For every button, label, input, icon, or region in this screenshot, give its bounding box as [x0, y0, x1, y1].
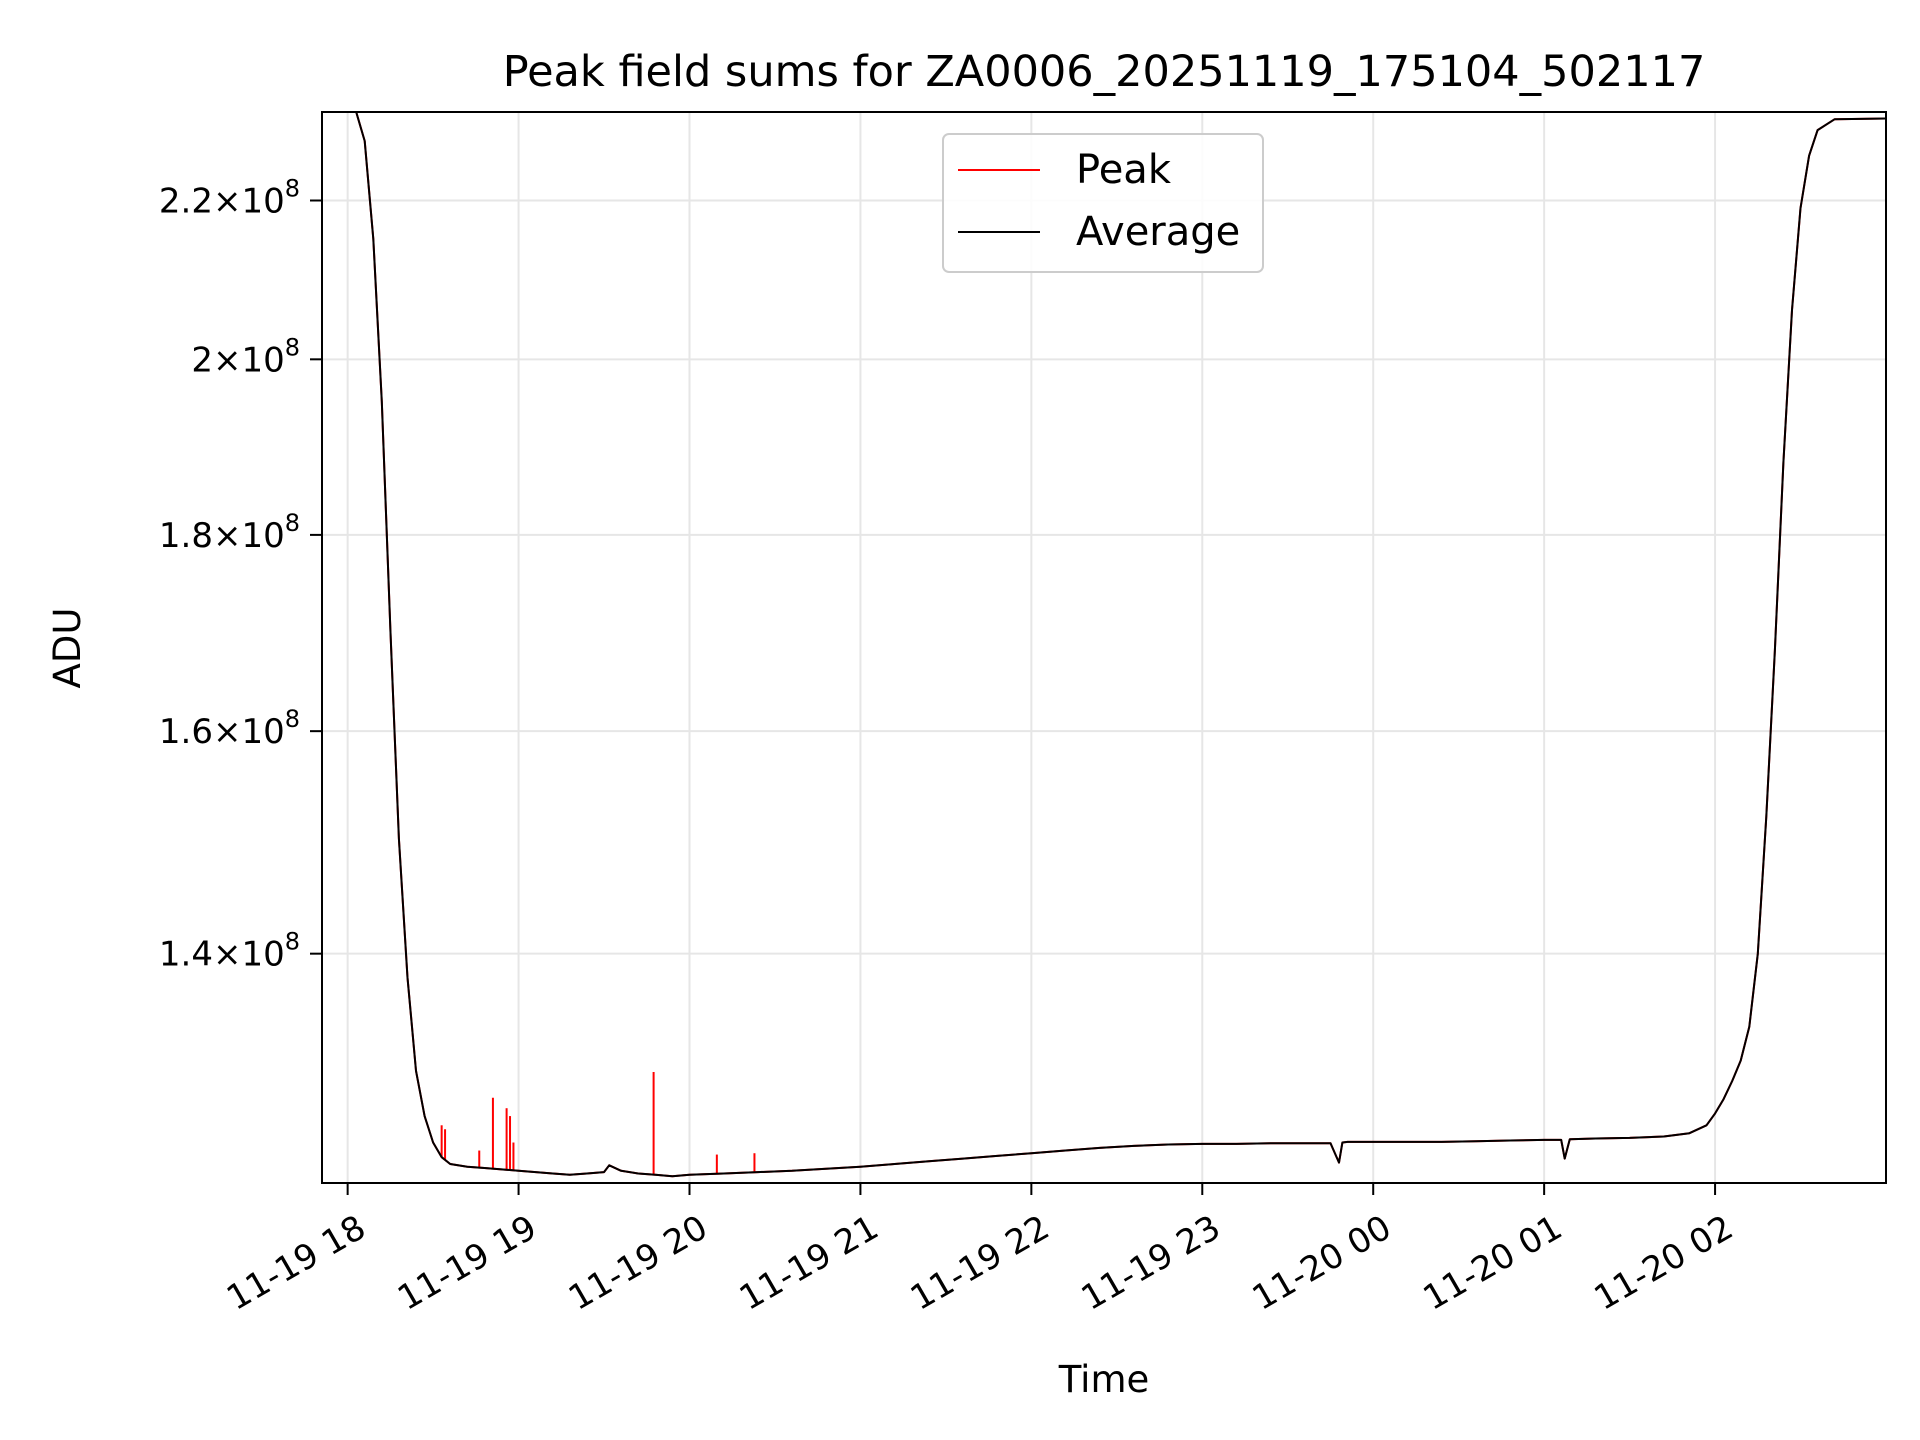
y-tick-times: ×10 — [213, 516, 285, 556]
y-tick-mantissa: 2 — [191, 340, 213, 380]
y-tick-exponent: 8 — [285, 509, 300, 537]
x-axis-title: Time — [1058, 1358, 1150, 1401]
y-tick-times: ×10 — [213, 712, 285, 752]
legend-label-peak: Peak — [1076, 147, 1172, 193]
y-tick-label: 1.8×108 — [159, 509, 300, 556]
y-tick-exponent: 8 — [285, 175, 300, 203]
y-tick-times: ×10 — [213, 340, 285, 380]
y-tick-times: ×10 — [213, 935, 285, 975]
series-lines — [322, 112, 1886, 1178]
y-axis-title: ADU — [46, 608, 89, 689]
legend: Peak Average — [942, 133, 1264, 273]
y-tick-text: 2.2×108 — [159, 175, 300, 222]
y-tick-label: 2×108 — [191, 333, 300, 380]
y-tick-mantissa: 1.6 — [159, 712, 213, 752]
y-tick-exponent: 8 — [285, 333, 300, 361]
y-tick-label: 1.4×108 — [159, 928, 300, 975]
y-tick-text: 2×108 — [191, 333, 300, 380]
y-tick-mantissa: 2.2 — [159, 182, 213, 222]
series-line-average — [322, 112, 1886, 1178]
y-tick-times: ×10 — [213, 182, 285, 222]
plot-frame — [321, 111, 1887, 1184]
y-tick-text: 1.6×108 — [159, 705, 300, 752]
y-tick-label: 2.2×108 — [159, 175, 300, 222]
y-tick-text: 1.4×108 — [159, 928, 300, 975]
y-tick-exponent: 8 — [285, 705, 300, 733]
y-tick-exponent: 8 — [285, 928, 300, 956]
chart-title: Peak field sums for ZA0006_20251119_1751… — [503, 47, 1706, 97]
legend-label-average: Average — [1076, 209, 1240, 255]
y-tick-text: 1.8×108 — [159, 509, 300, 556]
y-tick-mantissa: 1.8 — [159, 516, 213, 556]
y-tick-label: 1.6×108 — [159, 705, 300, 752]
legend-box — [942, 133, 1264, 273]
y-tick-mantissa: 1.4 — [159, 935, 213, 975]
